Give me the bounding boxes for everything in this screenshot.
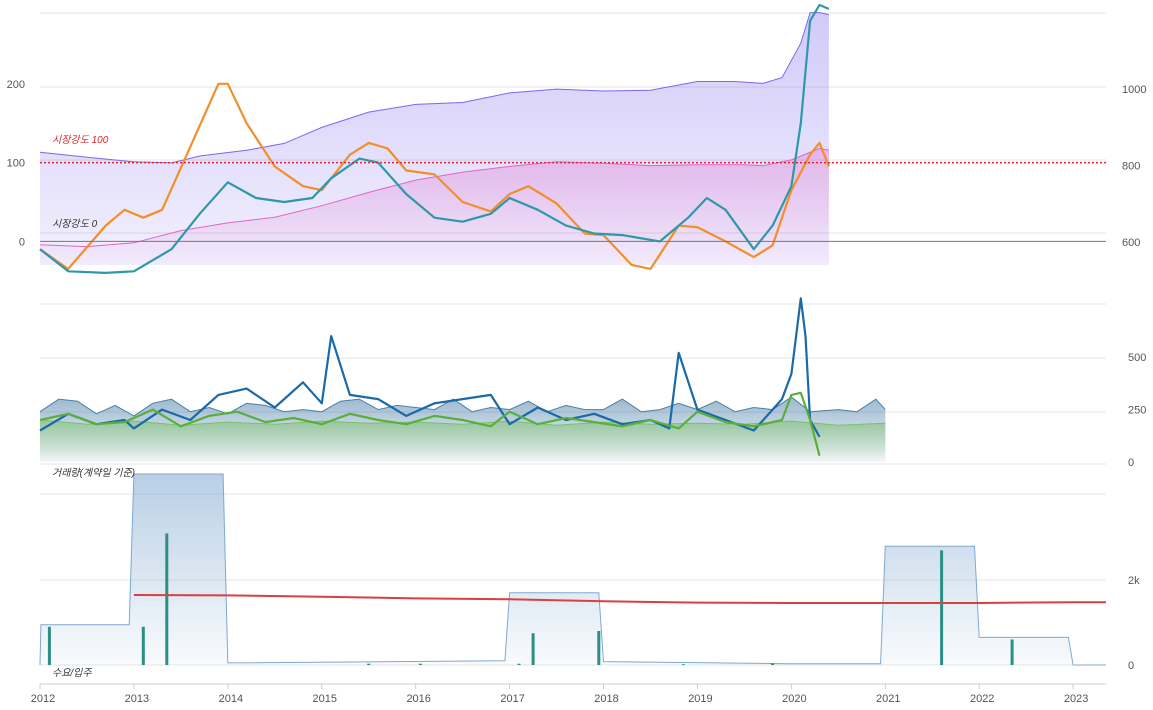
top-right-tick-2: 1000 xyxy=(1122,84,1146,96)
demand-line xyxy=(133,594,1106,604)
volume-bar-8 xyxy=(681,664,685,665)
x-tick-label-6: 2018 xyxy=(594,693,618,705)
mid-series-0-line xyxy=(39,396,886,417)
mid-series-1-area xyxy=(40,420,886,462)
top-series-3-line xyxy=(39,3,830,274)
x-tick-label-1: 2013 xyxy=(125,693,149,705)
volume-bar-2 xyxy=(165,533,169,665)
x-tick-label-3: 2015 xyxy=(313,693,337,705)
ref-label-100: 시장강도 100 xyxy=(52,134,109,146)
volume-bar-3 xyxy=(367,663,371,665)
ref-label-0: 시장강도 0 xyxy=(52,218,98,230)
top-left-tick-1: 100 xyxy=(7,158,25,170)
annotation-volume: 거래량(계약일 기준) xyxy=(52,467,135,479)
top-series-0-line xyxy=(39,12,830,164)
x-tick-label-10: 2022 xyxy=(970,693,994,705)
volume-bar-6 xyxy=(531,633,535,665)
volume-bar-11 xyxy=(1010,639,1014,665)
top-series-2-line xyxy=(39,82,830,270)
x-tick-label-9: 2021 xyxy=(876,693,900,705)
plot-top xyxy=(39,3,1106,274)
top-left-tick-0: 0 xyxy=(19,236,25,248)
mid-right-tick-1: 250 xyxy=(1128,405,1146,417)
mid-right-tick-2: 500 xyxy=(1128,352,1146,364)
plot-bot xyxy=(39,473,1106,666)
bot-right-tick-0: 0 xyxy=(1128,660,1134,672)
x-tick-label-11: 2023 xyxy=(1064,693,1088,705)
top-right-tick-1: 800 xyxy=(1122,161,1140,173)
annotation-supply-demand: 수요/입주 xyxy=(52,667,92,679)
volume-bar-9 xyxy=(771,663,775,665)
mid-series-3-line xyxy=(39,391,821,456)
volume-bar-7 xyxy=(597,631,601,665)
x-tick-label-8: 2020 xyxy=(782,693,806,705)
x-tick-label-4: 2016 xyxy=(406,693,430,705)
plot-mid xyxy=(39,297,886,462)
volume-bar-4 xyxy=(418,663,422,665)
axis-labels: 0 100 200 600 800 1000 0 250 500 0 2k 2012 2013 2014 2… xyxy=(7,79,1147,705)
supply-area xyxy=(40,474,1106,665)
volume-bar-0 xyxy=(47,626,51,665)
x-tick-label-5: 2017 xyxy=(500,693,524,705)
volume-bar-10 xyxy=(940,550,944,665)
top-right-tick-0: 600 xyxy=(1122,237,1140,249)
volume-bar-5 xyxy=(517,663,521,665)
x-tick-label-2: 2014 xyxy=(219,693,243,705)
bot-right-tick-1: 2k xyxy=(1128,575,1140,587)
x-tick-label-0: 2012 xyxy=(31,693,55,705)
supply-line xyxy=(39,473,1106,666)
mid-right-tick-0: 0 xyxy=(1128,457,1134,469)
volume-bar-1 xyxy=(141,626,145,665)
top-left-tick-2: 200 xyxy=(7,79,25,91)
x-tick-label-7: 2019 xyxy=(688,693,712,705)
